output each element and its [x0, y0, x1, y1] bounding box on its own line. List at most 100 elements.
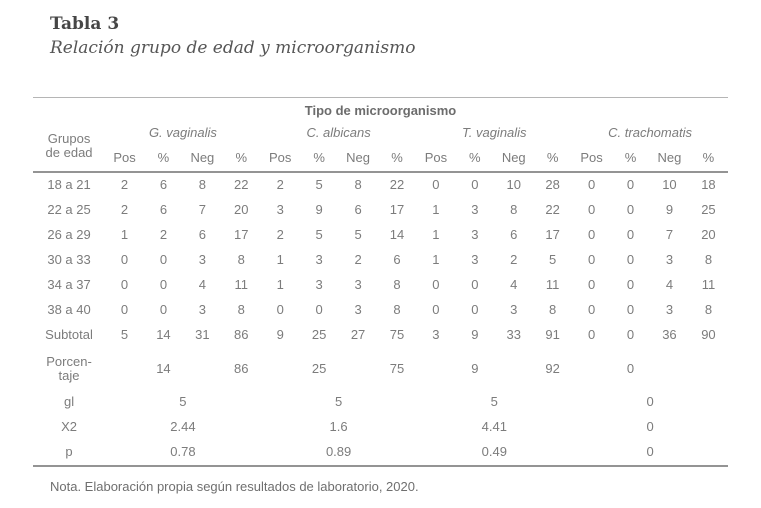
row-label: Porcen-taje	[46, 354, 92, 383]
table-cell: 6	[159, 177, 168, 192]
table-cell: 75	[389, 361, 405, 376]
row-label: gl	[63, 394, 75, 409]
table-cell: 0.89	[325, 444, 352, 459]
table-cell: 0	[159, 277, 168, 292]
table-cell: 8	[237, 252, 245, 267]
table-cell: 1.6	[329, 419, 348, 434]
group-header-t-vaginalis: T. vaginalis	[462, 125, 527, 140]
table-cell: 20	[234, 202, 249, 217]
table-cell: 3	[354, 302, 362, 317]
table-cell: 0	[587, 277, 596, 292]
table-cell: 0.78	[170, 444, 196, 459]
table-cell: 14	[156, 361, 171, 376]
col-header-neg: Neg	[190, 150, 215, 165]
table-cell: 36	[662, 327, 677, 342]
table-cell: 14	[156, 327, 171, 342]
table-cell: 75	[389, 327, 405, 342]
table-cell: 6	[159, 202, 168, 217]
table-cell: 0	[587, 327, 596, 342]
row-label: X2	[61, 419, 77, 434]
col-header-pos: Pos	[424, 150, 448, 165]
table-cell: 4	[198, 277, 206, 292]
table-cell: 3	[471, 252, 479, 267]
table-cell: 0	[626, 227, 635, 242]
table-cell: 9	[471, 327, 479, 342]
table-cell: 3	[510, 302, 518, 317]
table-cell: 25	[311, 361, 327, 376]
table-row-stat: gl 5 5 5 0	[33, 390, 728, 415]
table-body: 18 a 21 2 6 8 22 2 5 8 22 0 0 10 28 0 0 10 18 22 a 25 2 6 7 2…	[33, 172, 728, 466]
table-cell	[339, 348, 378, 390]
table-cell: 11	[701, 277, 716, 292]
table-cell: 86	[234, 361, 249, 376]
col-header-pos: Pos	[113, 150, 136, 165]
table-row-percentage: Porcen-taje 14 86 25 75 9 92 0	[33, 348, 728, 390]
table-cell: 1	[120, 227, 129, 242]
data-table: Tipo de microorganismo Grupos de edad G.…	[33, 97, 728, 467]
table-cell: 1	[276, 277, 284, 292]
table-cell: 2	[159, 227, 168, 242]
table-cell: 86	[234, 327, 249, 342]
table-cell: 0	[587, 177, 596, 192]
table-cell: 2	[120, 202, 129, 217]
table-cell: 0	[471, 277, 479, 292]
table-cell: 3	[432, 327, 440, 342]
table-row: 26 a 29 1 2 6 17 2 5 5 14 1 3 6 17 0 0 7 20	[33, 223, 728, 248]
table-cell: 6	[354, 202, 362, 217]
table-cell: 1	[276, 252, 284, 267]
table-cell: 8	[549, 302, 557, 317]
table-row: 34 a 37 0 0 4 11 1 3 3 8 0 0 4 11 0 0 4 11	[33, 273, 728, 298]
table-cell: 9	[315, 202, 323, 217]
table-cell: 17	[545, 227, 560, 242]
table-cell: 2	[354, 252, 362, 267]
table-cell	[650, 348, 689, 390]
table-cell: 27	[350, 327, 366, 342]
row-header-line2: de edad	[45, 144, 93, 160]
table-cell: 92	[545, 361, 560, 376]
table-cell: 22	[545, 202, 560, 217]
col-header-neg: Neg	[501, 150, 526, 165]
table-cell: 3	[665, 302, 674, 317]
table-cell: 90	[701, 327, 716, 342]
table-cell: 3	[198, 252, 206, 267]
table-cell: 3	[471, 227, 479, 242]
table-cell: 0	[626, 327, 635, 342]
table-cell: 3	[665, 252, 674, 267]
table-cell: 3	[315, 252, 323, 267]
table-cell: 1	[432, 252, 440, 267]
table-cell: 2.44	[170, 419, 196, 434]
col-header-pct: %	[157, 150, 170, 165]
row-label: 22 a 25	[47, 202, 91, 217]
table-cell: 5	[315, 177, 323, 192]
group-header-c-trachomatis: C. trachomatis	[608, 125, 692, 140]
table-cell	[261, 348, 300, 390]
table-cell: 0	[626, 252, 635, 267]
table-row: 30 a 33 0 0 3 8 1 3 2 6 1 3 2 5 0 0 3 8	[33, 248, 728, 273]
table-cell: 0	[646, 419, 654, 434]
table-cell: 2	[120, 177, 129, 192]
table-cell: 8	[354, 177, 362, 192]
table-cell: 3	[198, 302, 206, 317]
row-label: 30 a 33	[47, 252, 91, 267]
row-label: Subtotal	[45, 327, 93, 342]
table-cell: 9	[665, 202, 674, 217]
table-cell: 0.49	[481, 444, 507, 459]
table-cell: 6	[510, 227, 518, 242]
table-cell: 0	[587, 202, 596, 217]
spanning-header-row: Tipo de microorganismo	[33, 98, 728, 122]
row-header-line1: Grupos	[47, 130, 91, 146]
col-header-neg: Neg	[657, 150, 682, 165]
table-cell: 2	[276, 177, 284, 192]
row-label: 26 a 29	[47, 227, 91, 242]
group-header-c-albicans: C. albicans	[306, 125, 371, 140]
table-cell	[416, 348, 455, 390]
table-cell: 3	[276, 202, 284, 217]
table-cell: 8	[198, 177, 206, 192]
table-cell: 25	[701, 202, 716, 217]
table-cell: 14	[389, 227, 405, 242]
table-cell	[689, 348, 728, 390]
table-cell: 8	[704, 252, 713, 267]
table-cell: 10	[662, 177, 677, 192]
table-cell: 0	[646, 394, 654, 409]
table-cell: 1	[432, 227, 440, 242]
